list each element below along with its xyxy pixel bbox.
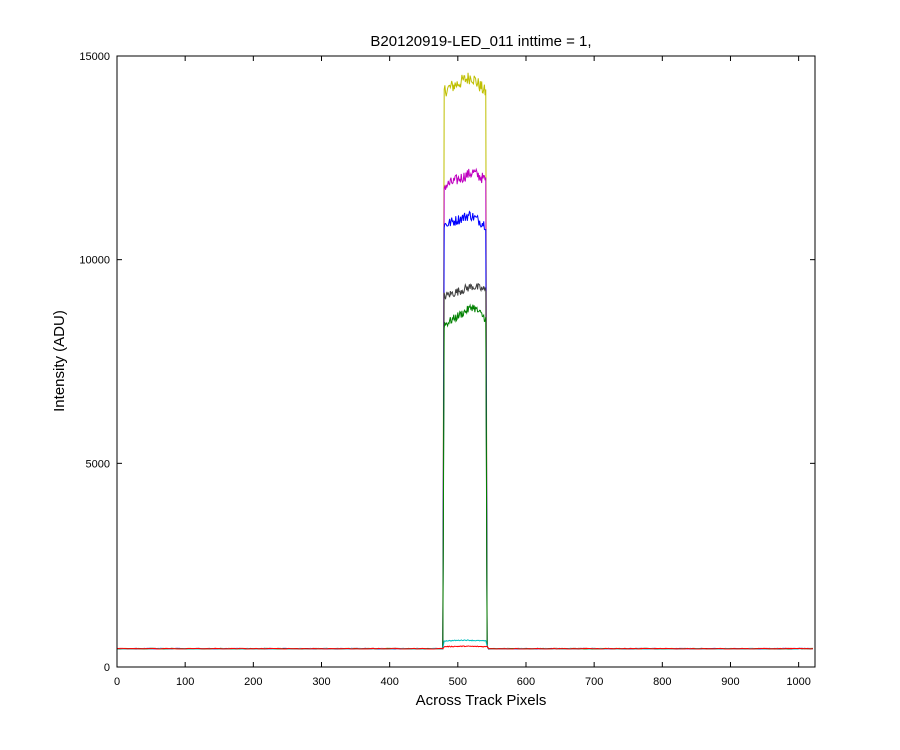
x-tick-label: 100 xyxy=(176,676,194,688)
x-tick-label: 300 xyxy=(312,676,330,688)
x-tick-label: 0 xyxy=(114,676,120,688)
x-tick-label: 400 xyxy=(380,676,398,688)
x-tick-label: 700 xyxy=(585,676,603,688)
chart-title: B20120919-LED_011 inttime = 1, xyxy=(370,33,591,50)
y-tick-label: 5000 xyxy=(86,458,110,470)
x-tick-label: 1000 xyxy=(786,676,810,688)
y-tick-label: 0 xyxy=(104,662,110,674)
y-tick-label: 10000 xyxy=(79,255,110,267)
series-layer xyxy=(116,72,814,650)
x-axis-label: Across Track Pixels xyxy=(416,692,547,709)
y-tick-label: 15000 xyxy=(79,51,110,63)
x-tick-label: 900 xyxy=(721,676,739,688)
x-tick-label: 600 xyxy=(517,676,535,688)
axes-layer: 0 100 200 300 400 500 600 700 800 900 100005000100… xyxy=(79,51,815,688)
series-line-7 xyxy=(116,645,814,650)
x-tick-label: 800 xyxy=(653,676,671,688)
plot-frame xyxy=(116,55,816,668)
x-tick-label: 200 xyxy=(244,676,262,688)
x-tick-label: 500 xyxy=(449,676,467,688)
y-axis-label: Intensity (ADU) xyxy=(51,310,68,412)
